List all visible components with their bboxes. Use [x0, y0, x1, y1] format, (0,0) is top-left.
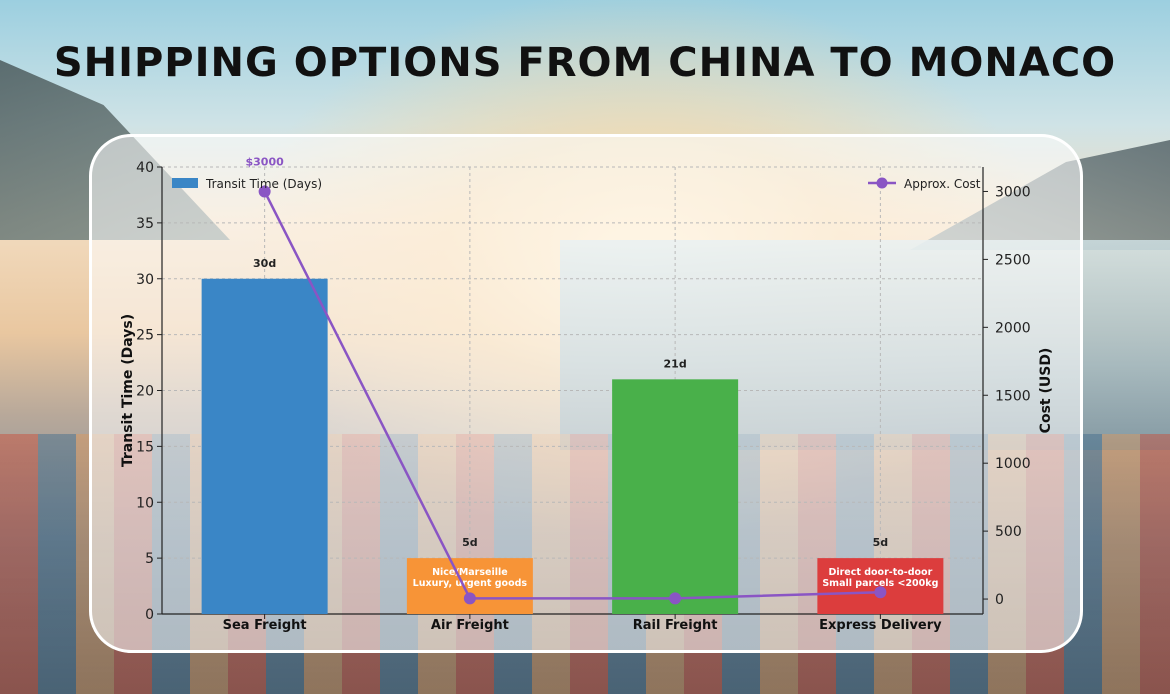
cost-point [258, 185, 271, 198]
cost-line [263, 190, 881, 600]
legend-swatch-transit [172, 178, 198, 188]
cost-value-label: $3000 [245, 155, 284, 168]
y2-axis-tick-label: 0 [995, 592, 1004, 608]
y-axis-tick-label: 30 [136, 272, 154, 288]
bar-rail-freight [612, 379, 739, 614]
y-axis-tick-label: 20 [136, 384, 154, 400]
x-axis-tick-label: Express Delivery [819, 618, 942, 633]
y-axis-label: Transit Time (Days) [120, 314, 136, 467]
y-axis-tick-label: 10 [136, 495, 154, 511]
y-axis-tick-label: 0 [145, 607, 154, 623]
bar-value-label: 5d [462, 536, 478, 549]
bar-value-label: 30d [253, 257, 276, 270]
x-axis-tick-label: Air Freight [431, 618, 509, 633]
y2-axis-tick-label: 2000 [995, 320, 1031, 336]
bar-note: Direct door-to-door [828, 567, 932, 578]
legend-label-transit: Transit Time (Days) [205, 177, 322, 191]
y-axis-tick-label: 5 [145, 551, 154, 567]
y-axis-tick-label: 40 [136, 160, 154, 176]
bar-value-label: 5d [873, 536, 889, 549]
legend-label-cost: Approx. Cost [904, 177, 981, 191]
bar-sea-freight [201, 278, 328, 614]
cost-point [874, 586, 887, 599]
page-title: SHIPPING OPTIONS FROM CHINA TO MONACO [53, 40, 1117, 86]
cost-point [463, 592, 476, 605]
bar-note: Nice/Marseille [432, 567, 508, 578]
y2-axis-label: Cost (USD) [1038, 348, 1054, 434]
x-axis-tick-label: Rail Freight [633, 618, 718, 633]
y-axis-tick-label: 35 [136, 216, 154, 232]
y2-axis-tick-label: 1000 [995, 456, 1031, 472]
x-axis-tick-label: Sea Freight [223, 618, 307, 633]
y2-axis-tick-label: 1500 [995, 388, 1031, 404]
y2-axis-tick-label: 500 [995, 524, 1022, 540]
bar-express-delivery [817, 558, 944, 614]
bar-note: Luxury, urgent goods [413, 578, 528, 589]
y-axis-tick-label: 25 [136, 328, 154, 344]
bar-air-freight [406, 558, 533, 614]
cost-point [669, 592, 682, 605]
legend-marker-cost [876, 177, 888, 189]
y2-axis-tick-label: 2500 [995, 252, 1031, 268]
bar-value-label: 21d [664, 357, 687, 370]
bar-note: Small parcels <200kg [822, 578, 938, 589]
y-axis-tick-label: 15 [136, 439, 154, 455]
y2-axis-tick-label: 3000 [995, 184, 1031, 200]
